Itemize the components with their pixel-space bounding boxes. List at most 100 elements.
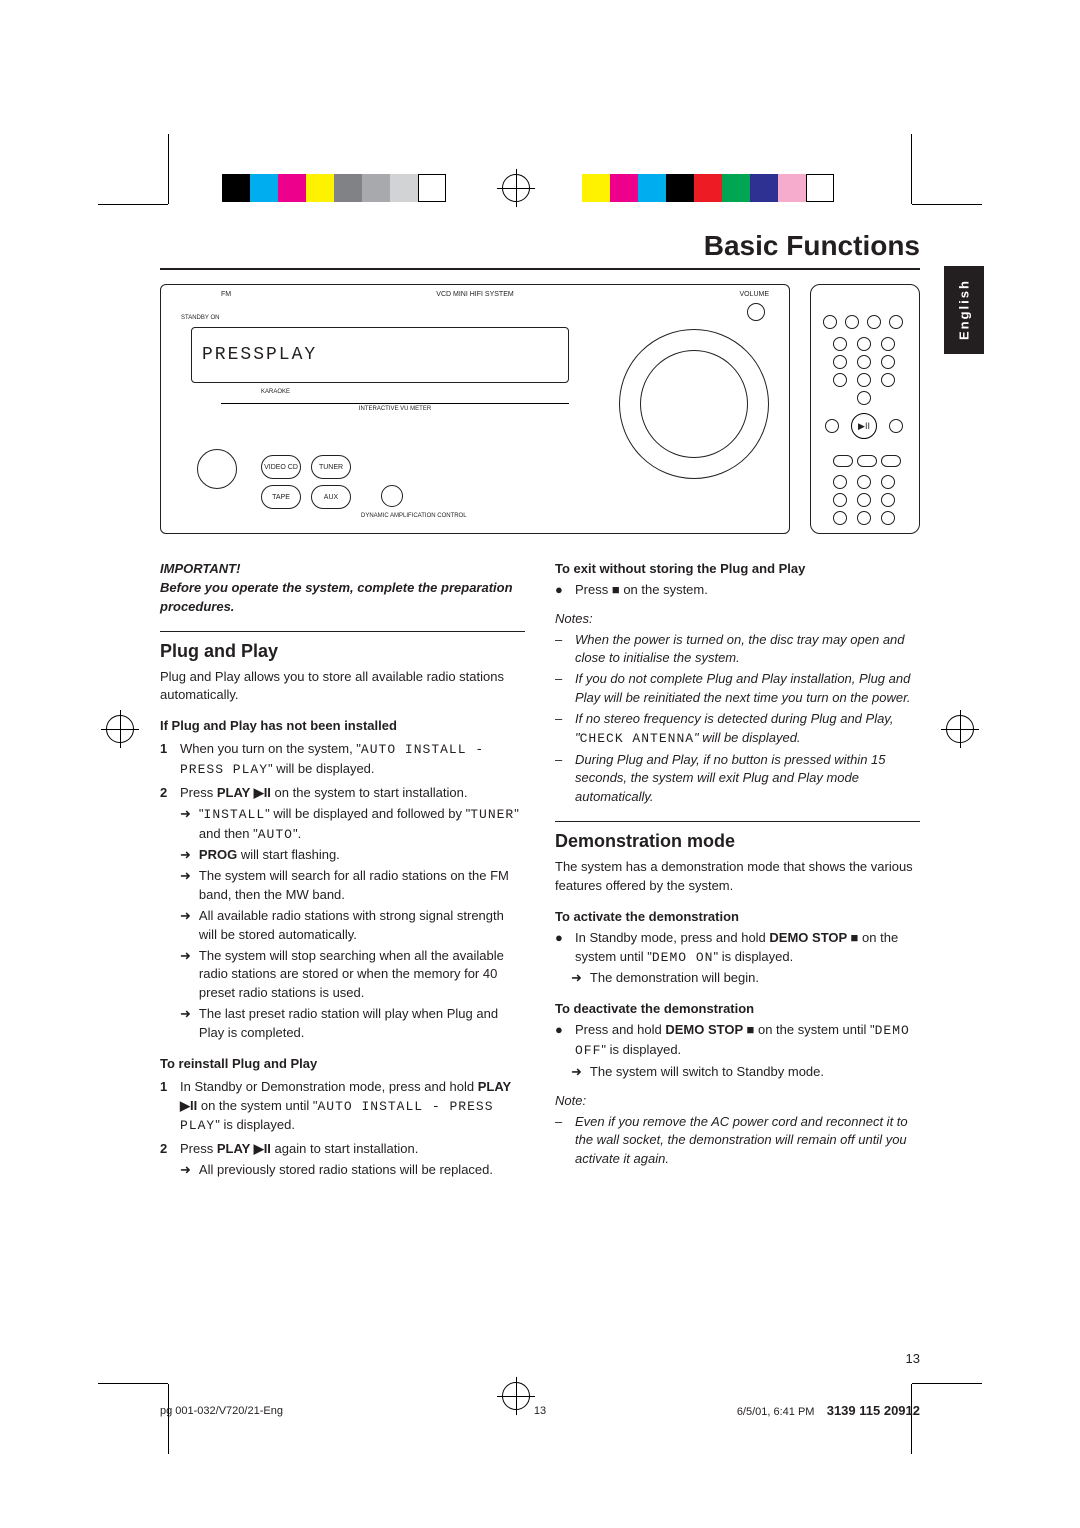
dash-icon: – <box>555 710 567 749</box>
vu-label: INTERACTIVE VU METER <box>221 403 569 412</box>
result-body: The system will stop searching when all … <box>199 947 525 1004</box>
rc-btn <box>833 475 847 489</box>
rc-pill <box>881 455 901 467</box>
volume-label: VOLUME <box>739 291 769 298</box>
lcd-text: CHECK ANTENNA <box>580 731 694 746</box>
result-body: The last preset radio station will play … <box>199 1005 525 1043</box>
rc-num <box>857 391 871 405</box>
bold-text: PROG <box>199 847 237 862</box>
sub-reinstall: To reinstall Plug and Play <box>160 1055 525 1074</box>
step-number: 1 <box>160 1078 172 1137</box>
crop-tl-v <box>168 134 169 204</box>
notes-heading: Notes: <box>555 610 920 629</box>
bold-text: PLAY ▶II <box>217 785 271 800</box>
reg-bar-top-left <box>222 174 446 202</box>
arrow-icon: ➜ <box>180 1005 191 1043</box>
step-1a: 1 When you turn on the system, "AUTO INS… <box>160 740 525 780</box>
page-title: Basic Functions <box>160 230 920 270</box>
note-heading-2: Note: <box>555 1092 920 1111</box>
rc-num <box>857 373 871 387</box>
page-number: 13 <box>906 1351 920 1366</box>
result-line: ➜ "INSTALL" will be displayed and follow… <box>160 805 525 845</box>
rc-btn <box>833 493 847 507</box>
lcd-text: DEMO ON <box>652 950 714 965</box>
sub-if-not-installed: If Plug and Play has not been installed <box>160 717 525 736</box>
woox-knob <box>381 485 403 507</box>
text: Press <box>180 785 217 800</box>
footer-right: 6/5/01, 6:41 PM 3139 115 20912 <box>737 1403 920 1418</box>
demo-mode-intro: The system has a demonstration mode that… <box>555 858 920 896</box>
text: on the system to start installation. <box>271 785 468 800</box>
reg-bar-top-right <box>582 174 834 202</box>
lcd-text: INSTALL <box>204 807 266 822</box>
footer-center: 13 <box>534 1405 546 1417</box>
result-body: PROG will start flashing. <box>199 846 340 865</box>
text: on the system. <box>620 582 708 597</box>
result-line: ➜ The demonstration will begin. <box>555 969 920 988</box>
bullet-activate: ● In Standby mode, press and hold DEMO S… <box>555 929 920 968</box>
crop-bl-v <box>168 1384 169 1454</box>
reg-target-top <box>502 174 530 202</box>
rc-btn <box>833 511 847 525</box>
rc-pill <box>857 455 877 467</box>
dash-icon: – <box>555 670 567 708</box>
step-body: In Standby or Demonstration mode, press … <box>180 1078 525 1137</box>
text: on the system until " <box>754 1022 874 1037</box>
left-column: IMPORTANT! Before you operate the system… <box>160 560 525 1180</box>
dash-icon: – <box>555 631 567 669</box>
sub-deactivate-demo: To deactivate the demonstration <box>555 1000 920 1019</box>
bullet-deactivate: ● Press and hold DEMO STOP ■ on the syst… <box>555 1021 920 1061</box>
lcd-text: AUTO <box>258 827 293 842</box>
rc-btn <box>881 475 895 489</box>
text-columns: IMPORTANT! Before you operate the system… <box>160 560 920 1180</box>
arrow-icon: ➜ <box>180 947 191 1004</box>
volume-knob <box>747 303 765 321</box>
arrow-icon: ➜ <box>180 805 191 845</box>
rc-num <box>833 373 847 387</box>
rc-num <box>881 337 895 351</box>
result-body: All previously stored radio stations wil… <box>199 1161 493 1180</box>
step-1b: 1 In Standby or Demonstration mode, pres… <box>160 1078 525 1137</box>
result-body: All available radio stations with strong… <box>199 907 525 945</box>
note-body: During Plug and Play, if no button is pr… <box>575 751 920 808</box>
display-text: PRESSPLAY <box>202 345 317 365</box>
language-tab: English <box>944 266 984 354</box>
rc-num <box>857 355 871 369</box>
plug-and-play-intro: Plug and Play allows you to store all av… <box>160 668 525 706</box>
note-line: –Even if you remove the AC power cord an… <box>555 1113 920 1170</box>
arrow-icon: ➜ <box>571 1063 582 1082</box>
text: Press and hold <box>575 1022 665 1037</box>
note-line: –When the power is turned on, the disc t… <box>555 631 920 669</box>
rc-num <box>857 337 871 351</box>
text: " is displayed. <box>601 1042 681 1057</box>
note-line: –If you do not complete Plug and Play in… <box>555 670 920 708</box>
bullet-icon: ● <box>555 581 567 600</box>
right-column: To exit without storing the Plug and Pla… <box>555 560 920 1180</box>
result-line: ➜ The system will search for all radio s… <box>160 867 525 905</box>
text: " is displayed. <box>713 949 793 964</box>
result-body: The system will switch to Standby mode. <box>590 1063 824 1082</box>
rc-btn <box>857 511 871 525</box>
arrow-icon: ➜ <box>180 907 191 945</box>
arrow-icon: ➜ <box>180 867 191 905</box>
text: Press <box>180 1141 217 1156</box>
step-body: Press PLAY ▶II again to start installati… <box>180 1140 418 1159</box>
reg-target-right <box>946 715 974 743</box>
rc-prev <box>825 419 839 433</box>
footer-code: 3139 115 20912 <box>827 1403 920 1418</box>
rc-btn <box>845 315 859 329</box>
bold-text: DEMO STOP ■ <box>769 930 858 945</box>
note-body: When the power is turned on, the disc tr… <box>575 631 920 669</box>
rc-btn <box>889 315 903 329</box>
bold-text: DEMO STOP ■ <box>665 1022 754 1037</box>
step-body: When you turn on the system, "AUTO INSTA… <box>180 740 525 780</box>
text: In Standby or Demonstration mode, press … <box>180 1079 478 1094</box>
text: again to start installation. <box>271 1141 418 1156</box>
result-body: The system will search for all radio sta… <box>199 867 525 905</box>
result-line: ➜ All available radio stations with stro… <box>160 907 525 945</box>
important-body: Before you operate the system, complete … <box>160 579 525 617</box>
note-line: –During Plug and Play, if no button is p… <box>555 751 920 808</box>
note-line: – If no stereo frequency is detected dur… <box>555 710 920 749</box>
text: ". <box>293 826 301 841</box>
arrow-icon: ➜ <box>180 846 191 865</box>
